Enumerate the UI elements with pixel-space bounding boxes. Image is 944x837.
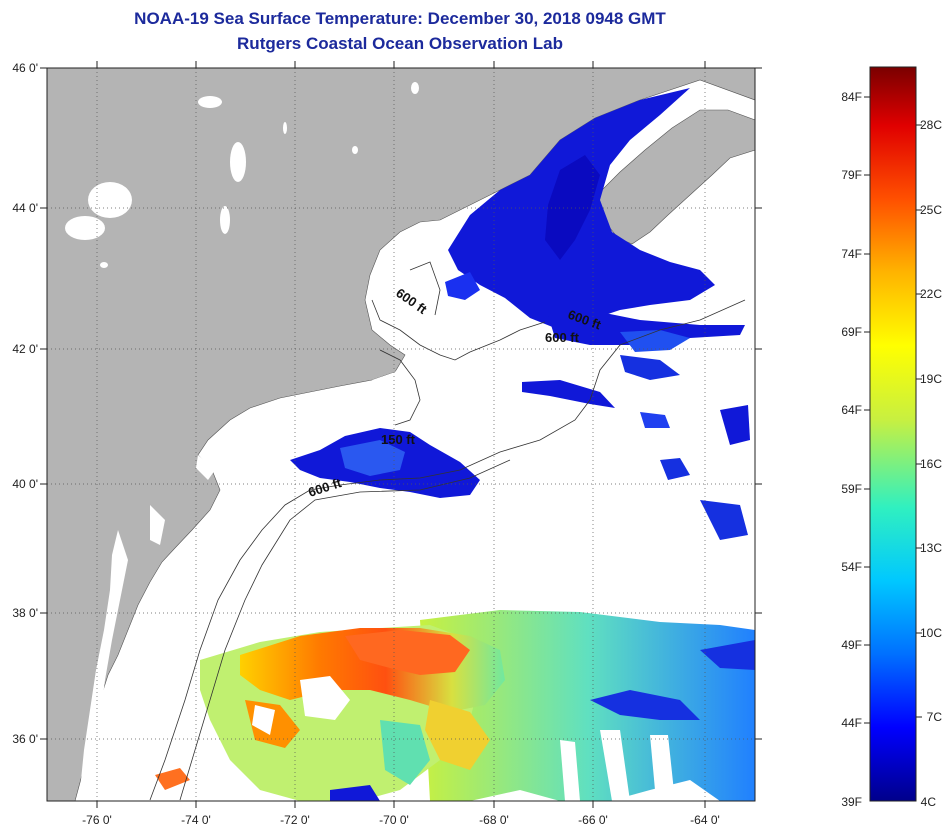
cape-cod bbox=[372, 360, 412, 392]
lon-label: -76 0' bbox=[82, 813, 112, 827]
celsius-label: 16C bbox=[920, 457, 942, 471]
fahrenheit-label: 49F bbox=[841, 638, 862, 652]
temperature-colorbar bbox=[869, 66, 917, 802]
fahrenheit-label: 84F bbox=[841, 90, 862, 104]
fahrenheit-label: 44F bbox=[841, 716, 862, 730]
fahrenheit-label: 64F bbox=[841, 403, 862, 417]
fahrenheit-label: 69F bbox=[841, 325, 862, 339]
map-title: NOAA-19 Sea Surface Temperature: Decembe… bbox=[134, 9, 666, 28]
celsius-label: 13C bbox=[920, 541, 942, 555]
lon-label: -68 0' bbox=[479, 813, 509, 827]
axis-ticks bbox=[40, 61, 762, 808]
lon-label: -72 0' bbox=[280, 813, 310, 827]
lon-label: -66 0' bbox=[578, 813, 608, 827]
colorbar-ticks bbox=[864, 96, 922, 724]
lat-label: 42 0' bbox=[12, 342, 38, 356]
celsius-label: 19C bbox=[920, 372, 942, 386]
bays bbox=[80, 455, 215, 790]
gulf-of-maine-cold-water bbox=[445, 88, 750, 540]
lat-label: 46 0' bbox=[12, 61, 38, 75]
fahrenheit-label: 54F bbox=[841, 560, 862, 574]
fahrenheit-label: 59F bbox=[841, 482, 862, 496]
lon-label: -64 0' bbox=[690, 813, 720, 827]
celsius-label: 22C bbox=[920, 287, 942, 301]
shelf-cold-water bbox=[290, 428, 480, 498]
lon-label: -74 0' bbox=[181, 813, 211, 827]
map-frame bbox=[46, 67, 756, 802]
lat-label: 40 0' bbox=[12, 477, 38, 491]
lat-label: 38 0' bbox=[12, 606, 38, 620]
celsius-label: 4C bbox=[921, 795, 937, 809]
gulf-stream-warm-water bbox=[155, 610, 755, 801]
contour-label: 150 ft bbox=[381, 432, 416, 447]
inland-lakes bbox=[65, 82, 419, 268]
fahrenheit-label: 39F bbox=[841, 795, 862, 809]
fahrenheit-label: 79F bbox=[841, 168, 862, 182]
celsius-label: 7C bbox=[927, 710, 943, 724]
map-subtitle: Rutgers Coastal Ocean Observation Lab bbox=[237, 34, 563, 53]
lon-label: -70 0' bbox=[379, 813, 409, 827]
lat-label: 36 0' bbox=[12, 732, 38, 746]
bathymetry-contours bbox=[149, 261, 746, 801]
celsius-label: 28C bbox=[920, 118, 942, 132]
celsius-label: 25C bbox=[920, 203, 942, 217]
fahrenheit-label: 74F bbox=[841, 247, 862, 261]
contour-label: 600 ft bbox=[545, 330, 580, 345]
lat-label: 44 0' bbox=[12, 201, 38, 215]
celsius-label: 10C bbox=[920, 626, 942, 640]
